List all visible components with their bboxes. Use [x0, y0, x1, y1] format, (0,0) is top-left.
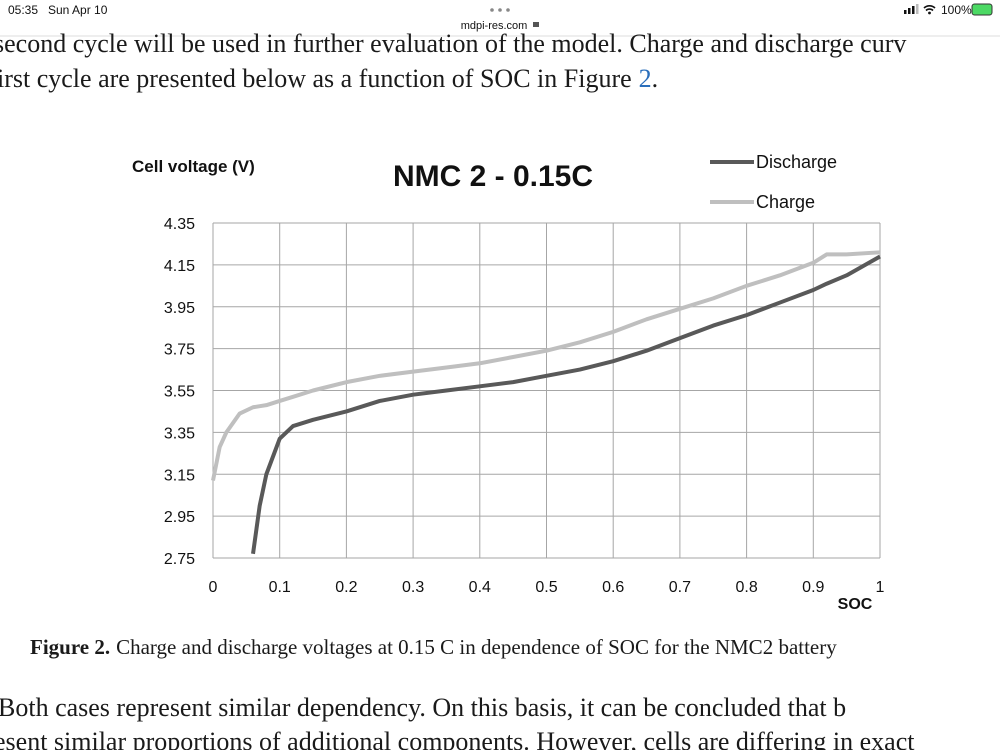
- y-tick-label: 2.95: [164, 509, 195, 526]
- x-tick-label: 0.2: [335, 579, 357, 596]
- caption-label: Figure 2.: [30, 635, 110, 659]
- x-tick-label: 1: [876, 579, 885, 596]
- x-tick-label: 0.9: [802, 579, 824, 596]
- x-tick-label: 0.3: [402, 579, 424, 596]
- x-tick-label: 0.6: [602, 579, 624, 596]
- y-tick-label: 3.75: [164, 342, 195, 359]
- y-tick-label: 3.35: [164, 425, 195, 442]
- chart: NMC 2 - 0.15C Cell voltage (V) SOC 2.75 2.95…: [132, 152, 885, 613]
- text-span: .: [652, 64, 659, 93]
- y-axis-label: Cell voltage (V): [132, 157, 255, 176]
- y-tick-label: 2.75: [164, 551, 195, 568]
- caption-text: Charge and discharge voltages at 0.15 C …: [116, 635, 837, 659]
- wifi-dot: [928, 11, 931, 15]
- legend-label: Charge: [756, 192, 815, 212]
- x-tick-label: 0.1: [269, 579, 291, 596]
- y-tick-label: 4.15: [164, 258, 195, 275]
- dot: [490, 8, 494, 12]
- signal-icon: [904, 4, 919, 14]
- data-line: [251, 254, 881, 555]
- battery-text: 100%: [941, 3, 972, 17]
- body-line: esent similar proportions of additional …: [0, 727, 915, 750]
- dot: [498, 8, 502, 12]
- url[interactable]: mdpi-res.com: [461, 20, 528, 32]
- y-tick-label: 3.15: [164, 467, 195, 484]
- status-time: 05:35: [8, 3, 38, 17]
- y-tick-label: 3.95: [164, 300, 195, 317]
- lock-icon: [533, 22, 539, 27]
- body-line: Both cases represent similar dependency.…: [0, 693, 846, 722]
- data-line: [211, 250, 881, 481]
- dot: [506, 8, 510, 12]
- x-axis-label: SOC: [838, 596, 873, 613]
- x-tick-label: 0.5: [535, 579, 557, 596]
- body-line: irst cycle are presented below as a func…: [0, 64, 658, 93]
- y-tick-label: 3.55: [164, 384, 195, 401]
- x-tick-label: 0.4: [469, 579, 491, 596]
- x-tick-label: 0.8: [735, 579, 757, 596]
- x-tick-label: 0: [209, 579, 218, 596]
- status-date: Sun Apr 10: [48, 3, 108, 17]
- legend-label: Discharge: [756, 152, 837, 172]
- chart-title: NMC 2 - 0.15C: [393, 160, 593, 193]
- battery-icon: [971, 3, 993, 16]
- tab-dots[interactable]: [490, 8, 510, 12]
- figure-link[interactable]: 2: [639, 64, 652, 93]
- wifi-icon: [923, 5, 936, 12]
- text-span: irst cycle are presented below as a func…: [0, 64, 632, 93]
- figure-caption: Figure 2. Charge and discharge voltages a…: [30, 635, 837, 659]
- body-line: second cycle will be used in further eva…: [0, 29, 906, 58]
- x-tick-label: 0.7: [669, 579, 691, 596]
- y-tick-label: 4.35: [164, 216, 195, 233]
